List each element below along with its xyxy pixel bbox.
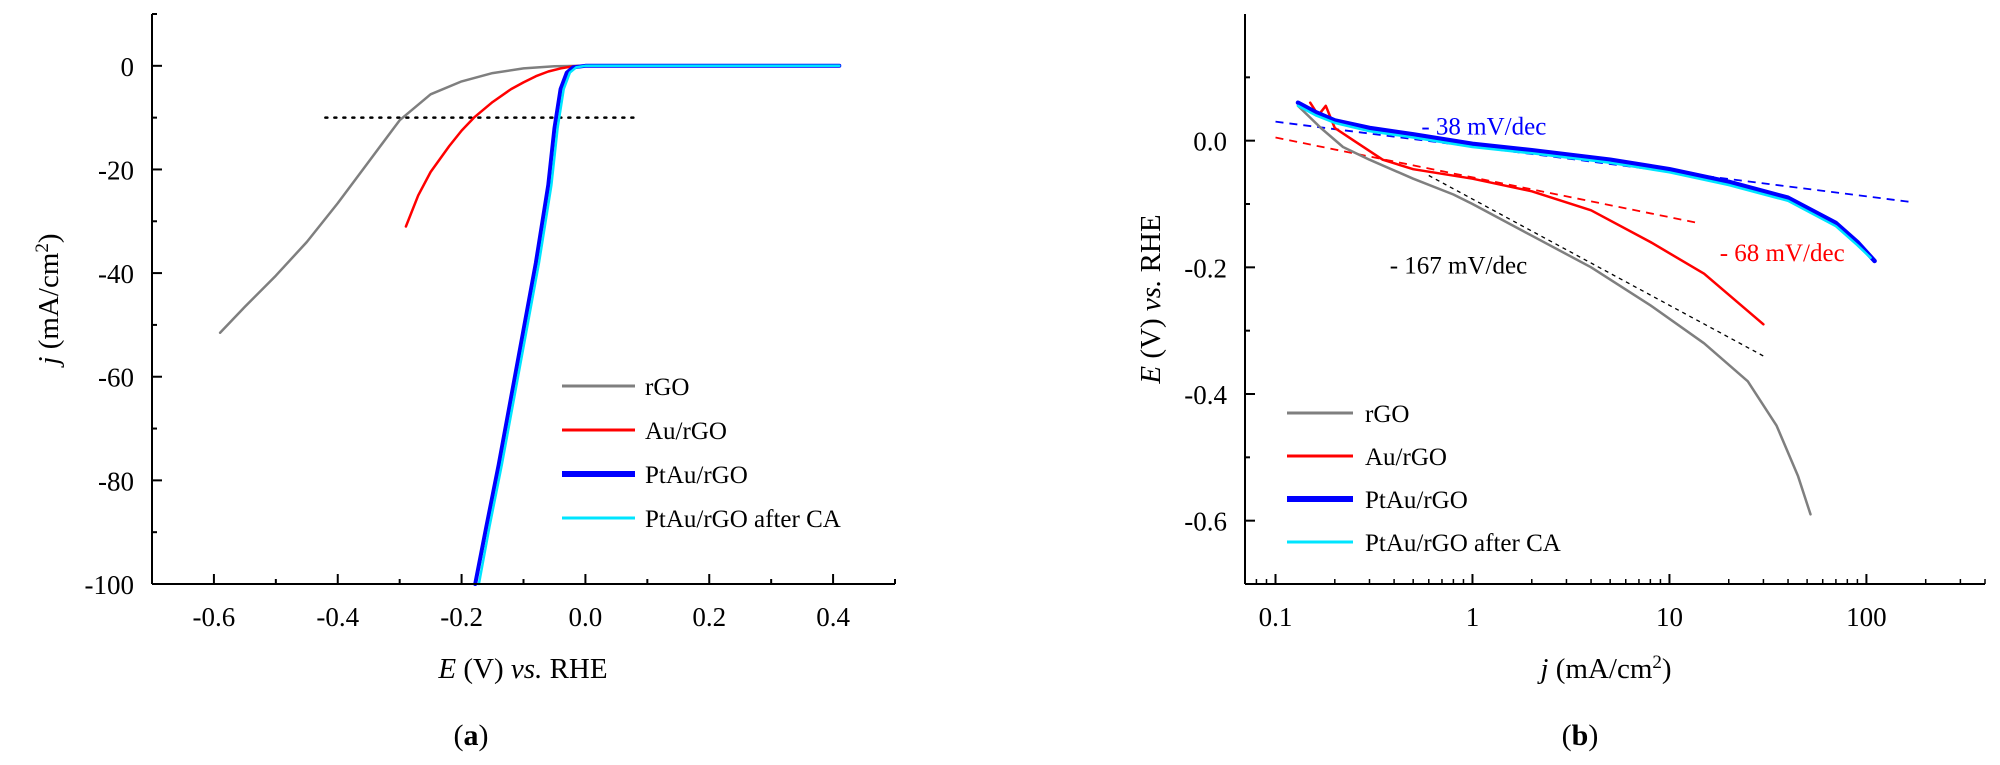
- panel-b-series-rgo: [1296, 104, 1812, 516]
- panel-a-x-tick-label: -0.4: [316, 602, 359, 632]
- panel-b-annotation-38-mv-dec: - 38 mV/dec: [1421, 113, 1546, 140]
- panel-b-legend-label-ptau-rgo-after-ca: PtAu/rGO after CA: [1365, 530, 1561, 557]
- panel-b-y-axis-title: E (V) vs. RHE: [1135, 214, 1167, 384]
- panel-a-x-tick-label: 0.0: [569, 602, 603, 632]
- panel-b-series-ptau-rgo-after-ca: [1296, 104, 1872, 260]
- panel-b-fit-au-rgo-fit: [1275, 136, 1699, 224]
- panel-b-x-tick-label: 10: [1656, 602, 1683, 632]
- panel-a-y-tick-label: 0: [121, 52, 135, 82]
- panel-b-y-axis-ref: RHE: [1135, 214, 1167, 279]
- panel-b-x-axis-var: j: [1536, 653, 1548, 685]
- panel-b-x-axis-title: j (mA/cm2): [1536, 652, 1671, 686]
- panel-b-annotation-68-mv-dec: - 68 mV/dec: [1720, 240, 1845, 267]
- panel-a-y-tick-label: -40: [98, 259, 134, 289]
- panel-b-series-au-rgo: [1308, 101, 1765, 326]
- panel-a-legend-label-ptau-rgo-after-ca: PtAu/rGO after CA: [645, 506, 841, 533]
- panel-a-y-axis-unit-sup: 2: [32, 243, 53, 253]
- panel-b-chart: 0.1 1 10 100 0.0 -0.2 -0.4 -0.6 - 38 mV/dec - 68…: [1135, 14, 1986, 752]
- panel-a-plot-area: [152, 14, 895, 584]
- panel-a-x-axis-ref: RHE: [542, 653, 607, 685]
- panel-a-y-axis-unit-close: ): [33, 233, 65, 243]
- panel-b-y-tick-label: 0.0: [1193, 127, 1227, 157]
- panel-b-legend: rGO Au/rGO PtAu/rGO PtAu/rGO after CA: [1287, 401, 1561, 557]
- panel-a-chart: -0.6 -0.4 -0.2 0.0 0.2 0.4 0 -20 -40 -60 -80 -100 j…: [32, 13, 896, 752]
- panel-b-x-tick-label: 100: [1846, 602, 1887, 632]
- panel-b-x-tick-label: 1: [1466, 602, 1480, 632]
- panel-a-y-tick-label: -100: [85, 570, 135, 600]
- panel-a-y-axis-title: j (mA/cm2): [32, 233, 66, 368]
- panel-a-legend: rGO Au/rGO PtAu/rGO PtAu/rGO after CA: [562, 374, 841, 533]
- panel-a-series-rgo: [218, 64, 587, 334]
- panel-a-x-axis-var: E: [437, 653, 456, 685]
- panel-b-x-axis-unit-sup: 2: [1652, 652, 1662, 673]
- panel-a-series-ptau-rgo-after-ca: [477, 64, 841, 586]
- panel-b-x-tick-label: 0.1: [1259, 602, 1293, 632]
- panel-b-y-tick-label: -0.2: [1184, 253, 1227, 283]
- panel-a-label-letter: a: [464, 719, 479, 752]
- panel-a-y-axis-var: j: [33, 357, 65, 369]
- panel-b-legend-label-ptau-rgo: PtAu/rGO: [1365, 487, 1468, 514]
- panel-a-x-axis-title: E (V) vs. RHE: [437, 653, 607, 685]
- panel-a-x-tick-label: -0.6: [193, 602, 236, 632]
- panel-a-legend-label-rgo: rGO: [645, 374, 689, 401]
- panel-b-y-tick-label: -0.6: [1184, 507, 1227, 537]
- panel-a-y-axis-unit: (mA/cm: [33, 252, 65, 356]
- panel-b-legend-label-au-rgo: Au/rGO: [1365, 444, 1447, 471]
- panel-a-x-axis-vs: vs.: [511, 653, 542, 685]
- panel-a-label-open: (: [454, 719, 464, 752]
- panel-b-y-axis-unit: (V): [1135, 311, 1167, 366]
- panel-a-y-tick-label: -80: [98, 466, 134, 496]
- panel-a-y-tick-label: -20: [98, 155, 134, 185]
- panel-b-y-tick-label: -0.4: [1184, 380, 1227, 410]
- panel-b-label: (b): [1562, 719, 1599, 752]
- panel-a-legend-label-ptau-rgo: PtAu/rGO: [645, 462, 748, 489]
- panel-b-fit-ptau-rgo-fit: [1275, 120, 1912, 203]
- panel-b-label-close: ): [1588, 719, 1598, 752]
- panel-b-x-axis-unit-close: ): [1662, 653, 1672, 685]
- panel-b-x-axis-unit: (mA/cm: [1548, 653, 1652, 685]
- panel-b-label-letter: b: [1572, 719, 1589, 752]
- panel-a-x-axis-unit: (V): [456, 653, 511, 685]
- panel-b-annotation-167-mv-dec: - 167 mV/dec: [1390, 253, 1527, 280]
- panel-a-label-close: ): [479, 719, 489, 752]
- panel-a-x-tick-label: -0.2: [440, 602, 483, 632]
- panel-a-legend-label-au-rgo: Au/rGO: [645, 418, 727, 445]
- panel-a-x-tick-label: 0.4: [816, 602, 850, 632]
- panel-a-y-tick-label: -60: [98, 363, 134, 393]
- panel-b-series-ptau-rgo: [1295, 100, 1877, 264]
- panel-b-y-axis-var: E: [1135, 366, 1167, 385]
- panel-b-legend-label-rgo: rGO: [1365, 401, 1409, 428]
- panel-a-label: (a): [454, 719, 489, 752]
- panel-a-x-tick-label: 0.2: [692, 602, 726, 632]
- panel-b-label-open: (: [1562, 719, 1572, 752]
- panel-a-series-au-rgo: [404, 64, 587, 228]
- panel-b-y-axis-vs: vs.: [1135, 280, 1167, 311]
